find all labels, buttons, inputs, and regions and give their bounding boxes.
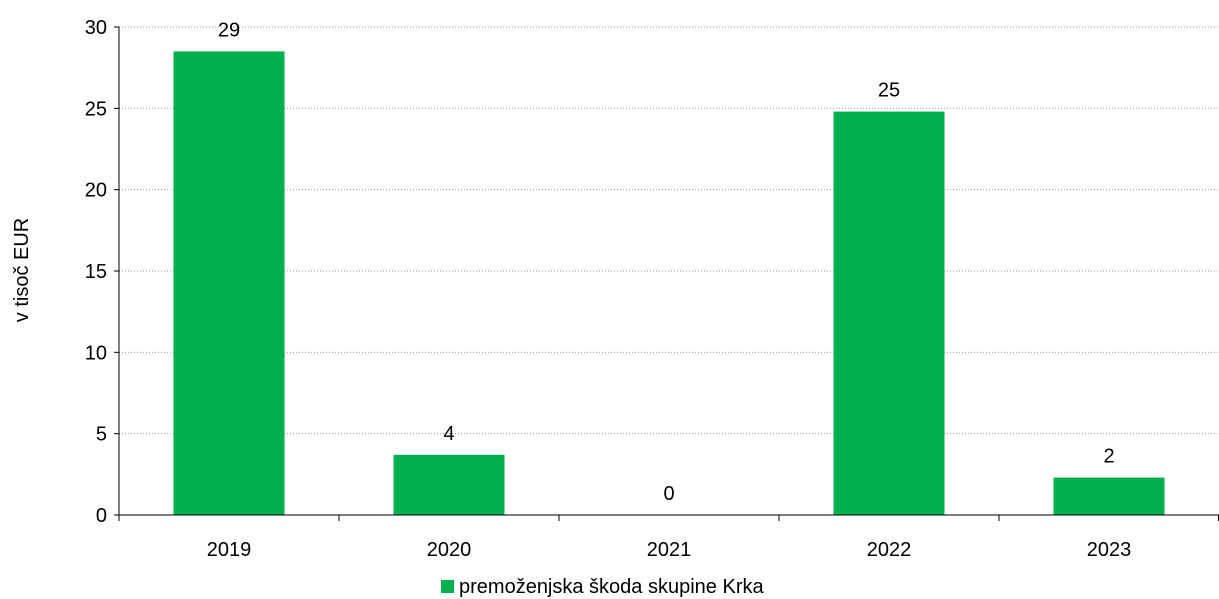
y-tick-label: 10 — [85, 342, 107, 364]
bar — [833, 111, 945, 515]
y-tick-label: 5 — [96, 424, 107, 446]
bar — [393, 454, 505, 515]
legend-label: premoženjska škoda skupine Krka — [459, 576, 764, 598]
data-label: 0 — [663, 483, 674, 505]
legend-swatch — [441, 580, 454, 593]
data-label: 25 — [878, 80, 900, 102]
y-tick-label: 0 — [96, 505, 107, 527]
x-tick-label: 2023 — [1087, 539, 1132, 561]
bar — [173, 51, 285, 516]
data-labels: 29 4 0 25 2 — [218, 19, 1115, 505]
data-label: 4 — [443, 423, 454, 445]
y-tick-label: 20 — [85, 180, 107, 202]
legend: premoženjska škoda skupine Krka — [441, 576, 764, 598]
y-axis-title: v tisoč EUR — [11, 218, 33, 322]
y-tick-label: 30 — [85, 17, 107, 39]
x-tick-label: 2022 — [867, 539, 912, 561]
x-tick-label: 2021 — [647, 539, 692, 561]
bar — [1053, 477, 1165, 515]
bars — [173, 51, 1165, 516]
data-label: 2 — [1103, 446, 1114, 468]
x-tick-label: 2020 — [427, 539, 472, 561]
data-label: 29 — [218, 19, 240, 41]
y-tick-label: 25 — [85, 98, 107, 120]
x-tick-label: 2019 — [207, 539, 252, 561]
y-tick-label: 15 — [85, 261, 107, 283]
gridlines — [119, 26, 1219, 435]
